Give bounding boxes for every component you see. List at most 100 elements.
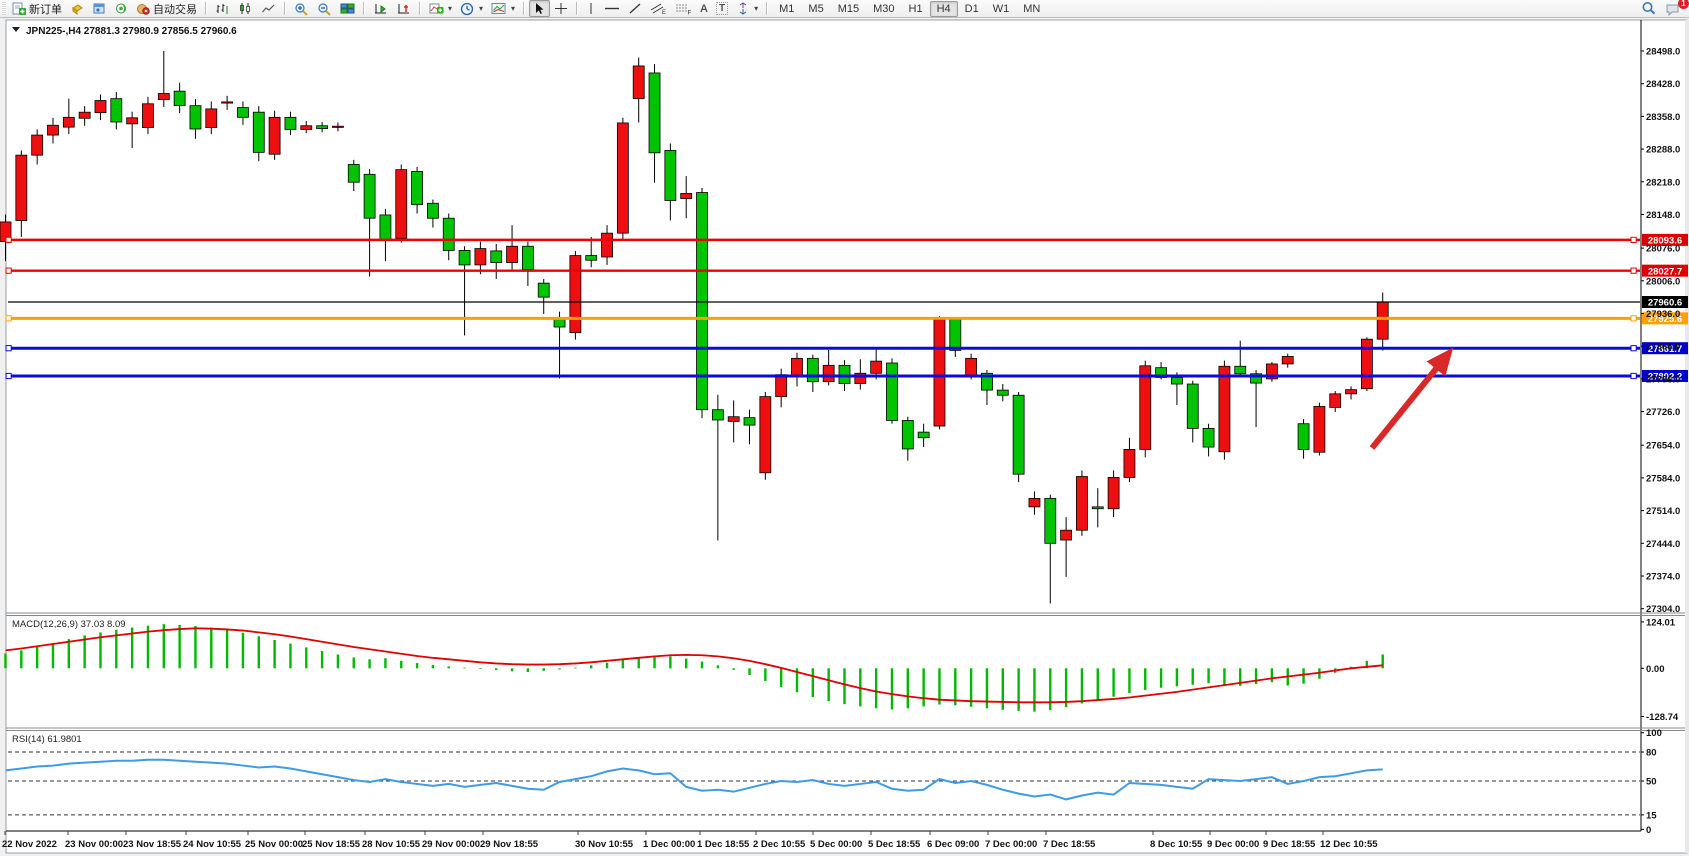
trend-arrow-annotation[interactable] bbox=[1369, 347, 1454, 450]
price-level-badge-text: 28027.7 bbox=[1648, 266, 1682, 277]
toolbar-right-group: 1 bbox=[1637, 0, 1689, 18]
line-handle[interactable] bbox=[1630, 315, 1637, 322]
date-axis[interactable]: 22 Nov 2022 23 Nov 00:00 23 Nov 18:55 24 No… bbox=[2, 831, 1378, 850]
timeframe-m15-button[interactable]: M15 bbox=[837, 2, 860, 15]
text-label-tool-button[interactable]: T bbox=[712, 0, 732, 17]
date-tick-label: 2 Dec 10:55 bbox=[753, 839, 806, 850]
timeframe-m30-button[interactable]: M30 bbox=[873, 2, 895, 15]
arrows-dropdown-caret[interactable]: ▾ bbox=[754, 4, 759, 13]
signals-button[interactable] bbox=[110, 0, 132, 17]
date-tick-label: 25 Nov 18:55 bbox=[302, 839, 361, 850]
auto-trading-button[interactable]: 自动交易 bbox=[132, 0, 201, 19]
line-handle[interactable] bbox=[1630, 267, 1637, 274]
indicators-dropdown-caret[interactable]: ▾ bbox=[448, 4, 453, 13]
rsi-tick-label: 80 bbox=[1646, 748, 1657, 759]
crosshair-tool-button[interactable] bbox=[550, 0, 572, 17]
candle-body bbox=[1186, 383, 1199, 429]
candle-body bbox=[442, 217, 455, 251]
timeframe-mn-button[interactable]: MN bbox=[1023, 2, 1041, 15]
candle-body bbox=[490, 250, 503, 263]
templates-dropdown-caret[interactable]: ▾ bbox=[511, 4, 516, 13]
candle-body bbox=[1060, 529, 1073, 541]
market-watch-button[interactable] bbox=[66, 0, 88, 17]
order-group: 新订单 自动交易 bbox=[8, 1, 201, 17]
macd-tick-label: 124.01 bbox=[1646, 617, 1676, 628]
timeframe-m5-button[interactable]: M5 bbox=[808, 2, 824, 15]
candle-body bbox=[300, 125, 313, 130]
candle-body bbox=[521, 245, 534, 270]
svg-text:F: F bbox=[688, 11, 692, 16]
navigator-button[interactable] bbox=[88, 0, 110, 17]
collapse-chart-icon[interactable] bbox=[12, 27, 20, 32]
chart-shift-button[interactable] bbox=[392, 0, 415, 17]
candle-body bbox=[1202, 427, 1215, 448]
candle-body bbox=[727, 416, 740, 422]
candle-body bbox=[142, 103, 154, 128]
candle-body bbox=[1123, 449, 1136, 478]
zoom-in-button[interactable] bbox=[290, 0, 313, 18]
toolbar-grip[interactable] bbox=[2, 2, 6, 15]
candle-body bbox=[1171, 377, 1183, 385]
new-order-button[interactable]: 新订单 bbox=[8, 0, 66, 19]
line-handle[interactable] bbox=[1630, 236, 1637, 243]
line-chart-button[interactable] bbox=[257, 0, 280, 17]
price-tick-label: 27304.0 bbox=[1646, 604, 1680, 615]
candle-body bbox=[1329, 393, 1342, 408]
line-handle[interactable] bbox=[5, 345, 12, 352]
periods-dropdown-caret[interactable]: ▾ bbox=[479, 4, 484, 13]
equidistant-channel-tool-button[interactable]: E bbox=[646, 0, 671, 17]
candle-body bbox=[284, 116, 297, 130]
templates-button[interactable]: ▾ bbox=[487, 0, 519, 17]
line-handle[interactable] bbox=[5, 372, 12, 380]
trendline-tool-button[interactable] bbox=[624, 0, 646, 17]
timeframe-d1-button[interactable]: D1 bbox=[964, 2, 979, 15]
price-tick-label: 28428.0 bbox=[1646, 79, 1680, 90]
price-level-badge bbox=[1642, 369, 1688, 382]
notification-count-badge: 1 bbox=[1678, 0, 1689, 9]
macd-signal-line bbox=[5, 627, 1383, 704]
fibonacci-tool-button[interactable]: F bbox=[671, 0, 696, 17]
line-handle[interactable] bbox=[5, 267, 12, 274]
vertical-line-tool-button[interactable] bbox=[582, 0, 600, 17]
candle-body bbox=[965, 357, 978, 376]
candle-body bbox=[759, 396, 772, 474]
line-handle[interactable] bbox=[1630, 345, 1637, 352]
price-axis[interactable]: 28093.6 28027.7 27960.6 27925.6 27861.7 27802… bbox=[1641, 47, 1688, 616]
price-tick-label: 27514.0 bbox=[1646, 506, 1680, 517]
up-arrow-annotation[interactable] bbox=[1369, 347, 1454, 450]
indicators-button[interactable]: ▾ bbox=[425, 0, 456, 17]
candle-body bbox=[458, 250, 471, 266]
line-handle[interactable] bbox=[1630, 372, 1637, 380]
candle-body bbox=[901, 420, 914, 450]
chart-canvas[interactable]: 28093.6 28027.7 27960.6 27925.6 27861.7 27802… bbox=[0, 18, 1689, 856]
timeframe-w1-button[interactable]: W1 bbox=[992, 2, 1010, 15]
drawing-tools-group: E F A T ▾ bbox=[529, 0, 762, 17]
tile-windows-button[interactable] bbox=[336, 0, 359, 17]
zoom-out-button[interactable] bbox=[313, 0, 336, 18]
candle-body bbox=[711, 409, 724, 421]
cursor-tool-button[interactable] bbox=[529, 0, 551, 17]
candlestick-chart-button[interactable] bbox=[234, 0, 257, 17]
horizontal-line-tool-button[interactable] bbox=[600, 0, 624, 17]
text-tool-button[interactable]: A bbox=[696, 1, 712, 17]
timeframe-m1-button[interactable]: M1 bbox=[779, 2, 795, 15]
periods-button[interactable]: ▾ bbox=[456, 0, 487, 18]
chart-type-group bbox=[211, 1, 280, 17]
candle-body bbox=[31, 134, 44, 156]
horizontal-level-lines[interactable] bbox=[5, 236, 1640, 380]
date-tick-label: 8 Dec 10:55 bbox=[1150, 839, 1203, 850]
timeframe-h4-button[interactable]: H4 bbox=[929, 0, 958, 17]
bar-chart-button[interactable] bbox=[211, 0, 234, 17]
auto-scroll-button[interactable] bbox=[369, 0, 392, 17]
notifications-button[interactable]: 1 bbox=[1661, 0, 1689, 18]
price-tick-label: 28498.0 bbox=[1646, 47, 1680, 58]
candle-body bbox=[1044, 498, 1057, 544]
date-tick-label: 29 Nov 00:00 bbox=[422, 839, 480, 850]
line-handle[interactable] bbox=[5, 315, 12, 322]
timeframe-h1-button[interactable]: H1 bbox=[908, 2, 923, 15]
arrows-tool-button[interactable]: ▾ bbox=[732, 0, 762, 17]
macd-tick-label: 0.00 bbox=[1646, 664, 1665, 675]
search-button[interactable] bbox=[1637, 0, 1661, 18]
line-handle[interactable] bbox=[5, 236, 12, 243]
